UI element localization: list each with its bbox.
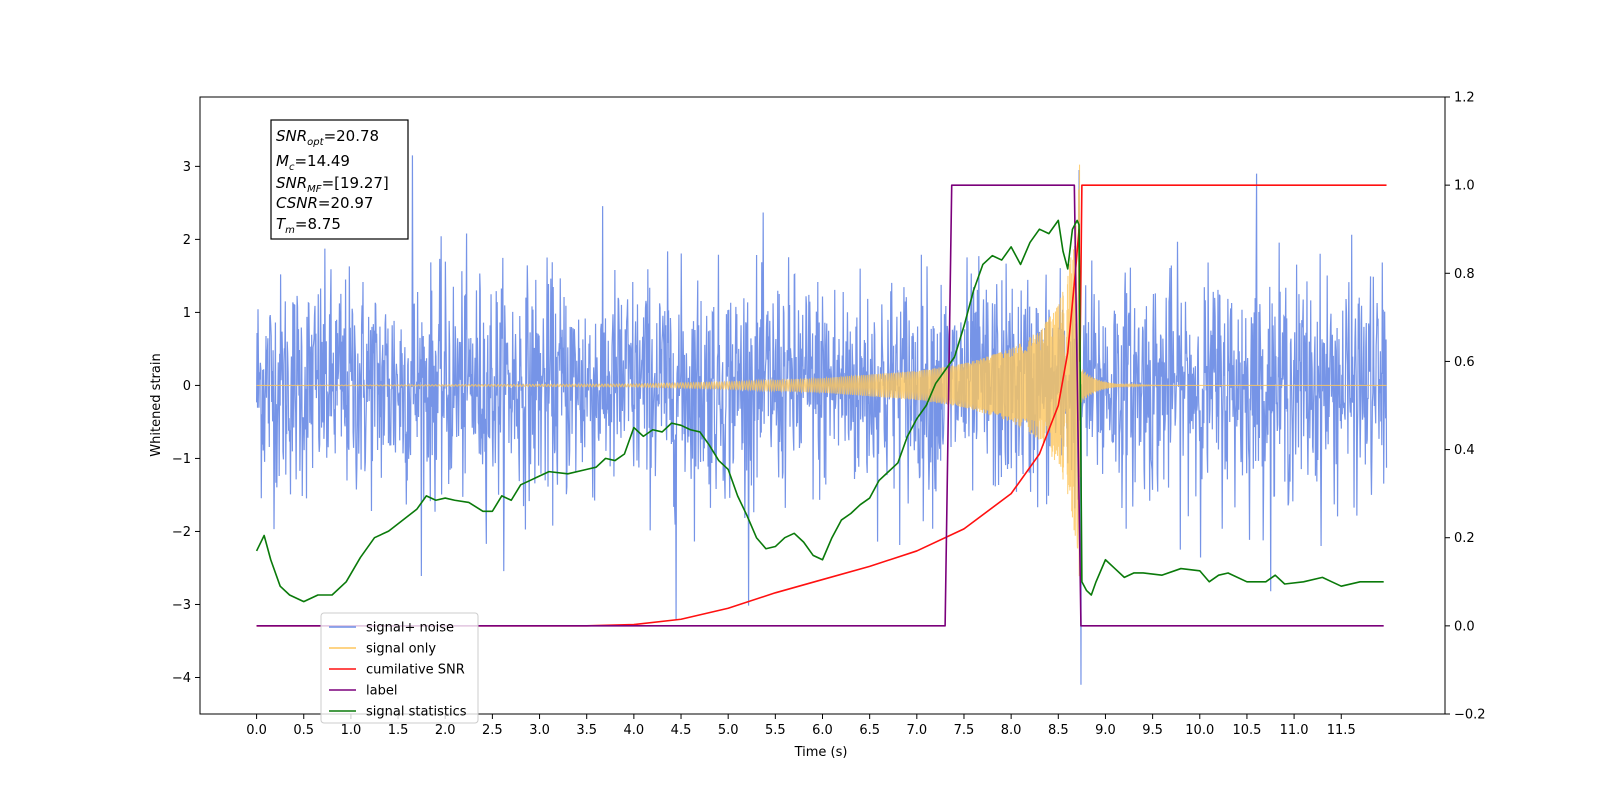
x-tick-label: 10.5 bbox=[1232, 723, 1261, 738]
y-tick-label: 2 bbox=[183, 233, 191, 248]
x-axis: 0.0 0.5 1.0 1.5 2.0 2.5 3.0 3.5 4.0 4.5 5.0 5.5 6.0 6… bbox=[246, 714, 1356, 738]
y-axis-label: Whitened strain bbox=[149, 353, 164, 456]
x-tick-label: 1.5 bbox=[388, 723, 409, 738]
x-tick-label: 4.5 bbox=[671, 723, 692, 738]
x-tick-label: 6.0 bbox=[812, 723, 833, 738]
x-tick-label: 5.5 bbox=[765, 723, 786, 738]
x-tick-label: 3.0 bbox=[529, 723, 550, 738]
annotation-frame bbox=[270, 119, 409, 240]
series-group bbox=[255, 155, 1388, 685]
y2-tick-label: 0.2 bbox=[1454, 531, 1475, 546]
annotation-csnr: CSNR=20.97 bbox=[276, 194, 373, 212]
x-tick-label: 1.0 bbox=[341, 723, 362, 738]
x-tick-label: 4.0 bbox=[624, 723, 645, 738]
plot-area bbox=[255, 155, 1388, 685]
y-tick-label: −4 bbox=[172, 671, 191, 686]
x-tick-label: 9.5 bbox=[1142, 723, 1163, 738]
annotation-tm: Tm=8.75 bbox=[276, 215, 341, 236]
x-tick-label: 3.5 bbox=[576, 723, 597, 738]
x-tick-label: 10.0 bbox=[1185, 723, 1214, 738]
y2-tick-label: 0.0 bbox=[1454, 619, 1475, 634]
y2-tick-label: 1.2 bbox=[1454, 91, 1475, 106]
y-tick-label: 1 bbox=[183, 306, 191, 321]
x-tick-label: 11.5 bbox=[1327, 723, 1356, 738]
y-tick-label: −1 bbox=[172, 452, 191, 467]
y-tick-label: −3 bbox=[172, 598, 191, 613]
y-tick-label: 0 bbox=[183, 379, 191, 394]
y2-tick-label: −0.2 bbox=[1454, 708, 1486, 723]
x-tick-label: 0.0 bbox=[246, 723, 267, 738]
y-axis-left: 3 2 1 0 −1 −2 −3 −4 bbox=[172, 160, 200, 686]
series-signal-noise-line bbox=[255, 155, 1388, 685]
x-tick-label: 2.0 bbox=[435, 723, 456, 738]
legend-cumulative-snr-text: cumilative SNR bbox=[366, 663, 465, 678]
y-tick-label: −2 bbox=[172, 525, 191, 540]
x-tick-label: 8.0 bbox=[1001, 723, 1022, 738]
legend-signal-statistics-text: signal statistics bbox=[366, 705, 467, 720]
series-signal-only-line bbox=[256, 164, 1387, 577]
series-label-line bbox=[256, 184, 1384, 627]
y2-tick-label: 1.0 bbox=[1454, 179, 1475, 194]
annotation-mc: Mc=14.49 bbox=[276, 152, 350, 173]
y2-tick-label: 0.6 bbox=[1454, 355, 1475, 370]
x-tick-label: 0.5 bbox=[293, 723, 314, 738]
x-tick-label: 8.5 bbox=[1048, 723, 1069, 738]
y2-tick-label: 0.4 bbox=[1454, 443, 1475, 458]
legend: signal+ noise signal only cumilative SNR la… bbox=[320, 612, 479, 724]
legend-signal-only-text: signal only bbox=[366, 642, 436, 657]
y2-tick-label: 0.8 bbox=[1454, 267, 1475, 282]
x-tick-label: 6.5 bbox=[859, 723, 880, 738]
annotation-snr-opt: SNRopt=20.78 bbox=[276, 127, 379, 148]
legend-frame bbox=[320, 612, 479, 724]
y-axis-right: 1.2 1.0 0.8 0.6 0.4 0.2 0.0 −0.2 bbox=[1445, 91, 1486, 723]
x-tick-label: 2.5 bbox=[482, 723, 503, 738]
annotation-snr-mf: SNRMF=[19.27] bbox=[276, 174, 389, 195]
x-axis-label: Time (s) bbox=[794, 745, 848, 760]
x-tick-label: 5.0 bbox=[718, 723, 739, 738]
series-signal-statistics-line bbox=[255, 219, 1384, 603]
x-tick-label: 11.0 bbox=[1280, 723, 1309, 738]
legend-signal-noise-text: signal+ noise bbox=[366, 621, 454, 636]
legend-label-text: label bbox=[366, 684, 397, 699]
x-tick-label: 9.0 bbox=[1095, 723, 1116, 738]
x-tick-label: 7.0 bbox=[906, 723, 927, 738]
x-tick-label: 7.5 bbox=[954, 723, 975, 738]
y-tick-label: 3 bbox=[183, 160, 191, 175]
annotation-box: SNRopt=20.78 Mc=14.49 SNRMF=[19.27] CSNR… bbox=[270, 119, 409, 240]
